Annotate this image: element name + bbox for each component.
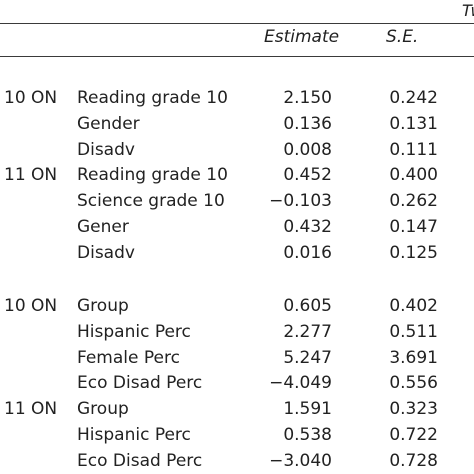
- row-variable-label: Science grade 10: [77, 191, 225, 212]
- row-estimate-value: 0.452: [283, 165, 332, 186]
- row-group-label: 11 ON: [4, 399, 58, 420]
- header-rule: [0, 23, 474, 24]
- row-group-label: 11 ON: [4, 165, 58, 186]
- row-estimate-value: 0.432: [283, 217, 332, 237]
- row-variable-label: Hispanic Perc: [77, 321, 191, 342]
- se-column-header: S.E.: [386, 27, 419, 47]
- table-row: Female Perc 5.247 3.691: [0, 347, 474, 370]
- row-se-value: 0.722: [389, 425, 438, 445]
- row-se-value: 0.400: [389, 165, 438, 186]
- row-se-value: 0.511: [389, 321, 438, 342]
- row-variable-label: Disadv: [77, 242, 135, 263]
- table-row: Hispanic Perc 0.538 0.722: [0, 424, 474, 447]
- row-se-value: 0.125: [389, 242, 438, 263]
- row-estimate-value: −4.049: [269, 373, 332, 394]
- table-row: Disadv 0.008 0.111: [0, 139, 474, 162]
- row-variable-label: Disadv: [77, 139, 135, 160]
- table-row: 10 ON Group 0.605 0.402: [0, 295, 474, 318]
- row-variable-label: Hispanic Perc: [77, 425, 191, 445]
- row-se-value: 0.111: [389, 139, 438, 160]
- table-row: Science grade 10 −0.103 0.262: [0, 190, 474, 213]
- row-estimate-value: 0.538: [283, 425, 332, 445]
- row-estimate-value: 2.150: [283, 88, 332, 108]
- table-row: 11 ON Reading grade 10 0.452 0.400: [0, 164, 474, 187]
- row-estimate-value: −0.103: [269, 191, 332, 212]
- row-variable-label: Reading grade 10: [77, 88, 228, 108]
- column-header-rule: [0, 56, 474, 57]
- estimate-column-header: Estimate: [264, 27, 340, 47]
- row-estimate-value: −3.040: [269, 450, 332, 471]
- row-group-label: 10 ON: [4, 88, 58, 108]
- row-se-value: 0.262: [389, 191, 438, 212]
- row-estimate-value: 0.016: [283, 242, 332, 263]
- row-se-value: 0.242: [389, 88, 438, 108]
- row-variable-label: Reading grade 10: [77, 165, 228, 186]
- row-variable-label: Gener: [77, 217, 129, 237]
- row-variable-label: Eco Disad Perc: [77, 450, 203, 471]
- row-estimate-value: 0.008: [283, 139, 332, 160]
- table-row: 11 ON Group 1.591 0.323: [0, 398, 474, 421]
- row-estimate-value: 5.247: [283, 347, 332, 368]
- row-variable-label: Gender: [77, 113, 140, 134]
- row-se-value: 0.556: [389, 373, 438, 394]
- row-variable-label: Eco Disad Perc: [77, 373, 203, 394]
- table-row: Eco Disad Perc −3.040 0.728: [0, 450, 474, 473]
- table-title-fragment: Tw: [462, 1, 474, 20]
- row-estimate-value: 0.605: [283, 296, 332, 316]
- table-row: Hispanic Perc 2.277 0.511: [0, 321, 474, 344]
- row-group-label: 10 ON: [4, 296, 58, 316]
- table-row: Gener 0.432 0.147: [0, 216, 474, 239]
- table-row: Disadv 0.016 0.125: [0, 242, 474, 265]
- row-se-value: 3.691: [389, 347, 438, 368]
- row-variable-label: Group: [77, 296, 129, 316]
- row-variable-label: Group: [77, 399, 129, 420]
- table-row: 10 ON Reading grade 10 2.150 0.242: [0, 87, 474, 110]
- row-se-value: 0.728: [389, 450, 438, 471]
- row-se-value: 0.402: [389, 296, 438, 316]
- table-row: Gender 0.136 0.131: [0, 113, 474, 136]
- row-estimate-value: 1.591: [283, 399, 332, 420]
- row-variable-label: Female Perc: [77, 347, 180, 368]
- row-se-value: 0.323: [389, 399, 438, 420]
- row-se-value: 0.131: [389, 113, 438, 134]
- row-se-value: 0.147: [389, 217, 438, 237]
- row-estimate-value: 0.136: [283, 113, 332, 134]
- row-estimate-value: 2.277: [283, 321, 332, 342]
- table-row: Eco Disad Perc −4.049 0.556: [0, 372, 474, 395]
